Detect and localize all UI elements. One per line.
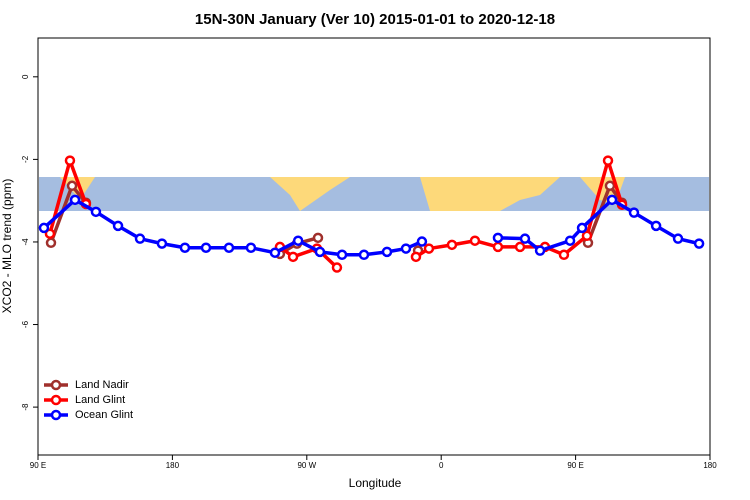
data-point bbox=[38, 222, 50, 234]
legend-label: Land Glint bbox=[75, 394, 125, 406]
chart-title: 15N-30N January (Ver 10) 2015-01-01 to 2… bbox=[195, 11, 555, 28]
data-point bbox=[650, 220, 662, 232]
data-point bbox=[576, 222, 588, 234]
data-point bbox=[69, 194, 81, 206]
data-point bbox=[45, 237, 57, 249]
data-point bbox=[519, 233, 531, 244]
legend-label: Land Nadir bbox=[75, 379, 129, 391]
plot-frame bbox=[37, 37, 711, 456]
data-point bbox=[134, 233, 146, 244]
data-point bbox=[269, 247, 281, 258]
data-point bbox=[416, 236, 428, 247]
y-tick-label: -8 bbox=[21, 403, 30, 411]
data-point bbox=[292, 235, 304, 246]
x-tick-label: 180 bbox=[703, 461, 717, 470]
data-point bbox=[602, 155, 614, 166]
data-point bbox=[312, 232, 324, 244]
legend-marker bbox=[50, 409, 62, 421]
data-point bbox=[90, 206, 102, 218]
data-point bbox=[358, 249, 370, 261]
data-point bbox=[331, 262, 343, 273]
x-axis-label: Longitude bbox=[349, 476, 402, 490]
data-point bbox=[514, 241, 526, 253]
legend-label: Ocean Glint bbox=[75, 409, 133, 421]
data-point bbox=[410, 251, 422, 263]
x-tick-label: 180 bbox=[166, 461, 180, 470]
data-point bbox=[581, 230, 593, 242]
data-point bbox=[604, 180, 616, 192]
y-axis-label: XCO2 - MLO trend (ppm) bbox=[0, 179, 14, 314]
x-tick-label: 90 W bbox=[297, 461, 316, 470]
data-point bbox=[179, 242, 191, 253]
data-point bbox=[672, 233, 684, 244]
data-point bbox=[423, 243, 435, 254]
legend-marker bbox=[50, 379, 62, 391]
data-point bbox=[64, 155, 76, 166]
data-point bbox=[446, 239, 458, 251]
x-tick-label: 90 E bbox=[30, 461, 46, 470]
data-point bbox=[492, 241, 504, 253]
y-tick-label: 0 bbox=[21, 74, 30, 79]
data-point bbox=[287, 251, 299, 263]
data-point bbox=[245, 242, 257, 253]
data-point bbox=[223, 242, 235, 253]
data-point bbox=[200, 242, 212, 253]
data-point bbox=[314, 246, 326, 258]
data-point bbox=[336, 249, 348, 261]
y-tick-label: -4 bbox=[21, 238, 30, 246]
data-point bbox=[564, 235, 576, 246]
data-point bbox=[492, 232, 504, 244]
data-point bbox=[381, 246, 393, 258]
data-point bbox=[156, 238, 168, 249]
data-point bbox=[628, 207, 640, 218]
y-tick-label: -2 bbox=[21, 155, 30, 163]
data-point bbox=[66, 180, 78, 192]
data-point bbox=[558, 249, 570, 261]
legend-marker bbox=[50, 394, 62, 406]
data-point bbox=[469, 235, 481, 246]
data-point bbox=[400, 243, 412, 254]
data-point bbox=[693, 238, 705, 249]
x-tick-label: 0 bbox=[439, 461, 444, 470]
data-point bbox=[534, 245, 546, 256]
y-tick-label: -6 bbox=[21, 320, 30, 328]
x-tick-label: 90 E bbox=[567, 461, 583, 470]
data-point bbox=[44, 228, 56, 239]
data-point bbox=[606, 194, 618, 206]
data-point bbox=[112, 220, 124, 232]
